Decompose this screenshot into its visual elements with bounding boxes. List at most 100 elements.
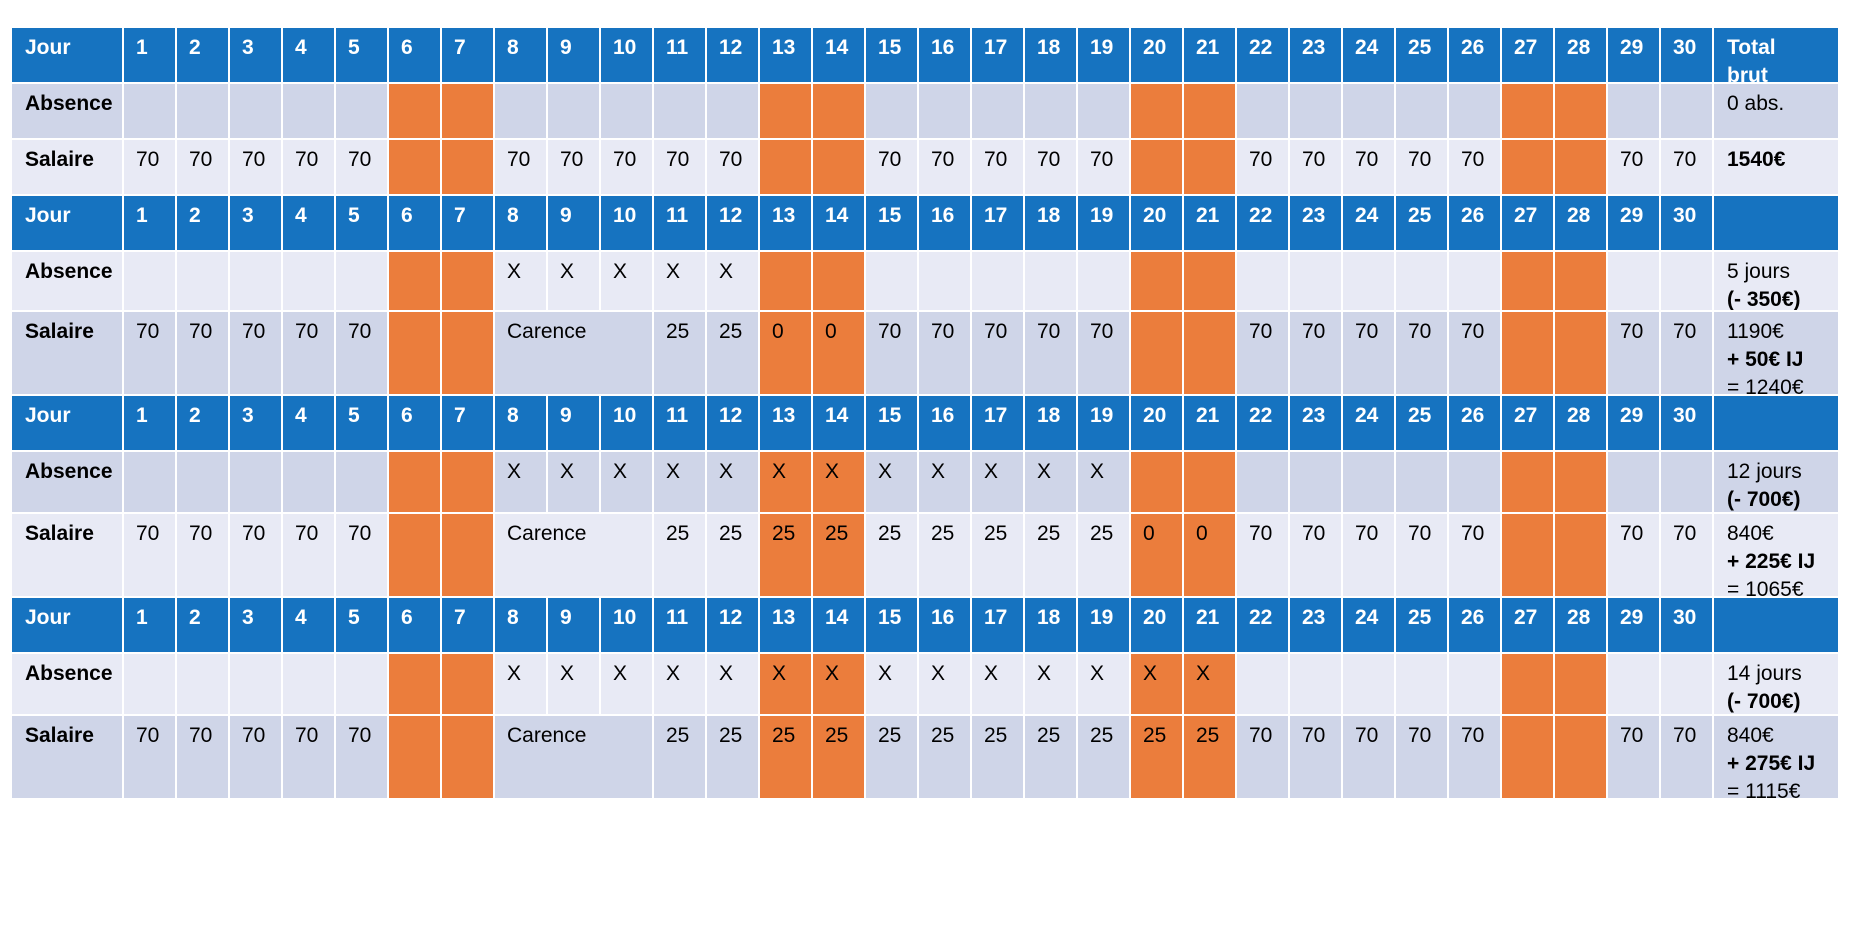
- day-header: 23: [1290, 28, 1343, 84]
- day-header: 25: [1396, 598, 1449, 654]
- salary-cell: 25: [1025, 514, 1078, 598]
- absence-total: 14 jours (- 700€): [1714, 654, 1838, 716]
- absence-total-amount: (- 350€): [1727, 288, 1801, 311]
- day-header: 10: [601, 598, 654, 654]
- absence-cell: [495, 84, 548, 140]
- day-header: 29: [1608, 598, 1661, 654]
- absence-cell: X: [1078, 452, 1131, 514]
- day-header: 4: [283, 598, 336, 654]
- day-header: 13: [760, 196, 813, 252]
- day-header: 7: [442, 396, 495, 452]
- absence-cell: [866, 252, 919, 312]
- day-header: 6: [389, 196, 442, 252]
- day-header: 15: [866, 598, 919, 654]
- day-header: 24: [1343, 196, 1396, 252]
- absence-cell: X: [495, 654, 548, 716]
- salary-cell: 70: [1661, 514, 1714, 598]
- day-header: 9: [548, 196, 601, 252]
- salary-cell: 25: [972, 716, 1025, 800]
- absence-cell: X: [654, 654, 707, 716]
- salary-cell: 70: [1290, 312, 1343, 396]
- salary-cell: [389, 312, 442, 396]
- absence-total: 12 jours (- 700€): [1714, 452, 1838, 514]
- header-row: Jour 1 2 3 4 5 6 7 8 9 10 11 12 13 14 15 16 17 18 19 20 21 22 2…: [12, 598, 1838, 654]
- salary-cell: 70: [1237, 140, 1290, 196]
- absence-cell: [283, 654, 336, 716]
- absence-total-line: 0 abs.: [1727, 92, 1785, 115]
- salary-cell: 25: [707, 312, 760, 396]
- salary-cell: 25: [866, 716, 919, 800]
- salary-cell: [1131, 312, 1184, 396]
- salary-cell: [442, 140, 495, 196]
- day-header: 30: [1661, 196, 1714, 252]
- salary-cell: [1131, 140, 1184, 196]
- day-header: 18: [1025, 196, 1078, 252]
- salary-cell: 25: [707, 716, 760, 800]
- absence-cell: [1237, 84, 1290, 140]
- absence-cell: [1290, 452, 1343, 514]
- salary-cell: [1555, 716, 1608, 800]
- absence-cell: X: [654, 252, 707, 312]
- day-header: 9: [548, 598, 601, 654]
- day-header: 23: [1290, 396, 1343, 452]
- salary-cell: [442, 514, 495, 598]
- total-header: [1714, 598, 1838, 654]
- absence-cell: [283, 84, 336, 140]
- salary-cell: [389, 140, 442, 196]
- day-header: 25: [1396, 196, 1449, 252]
- day-header: 21: [1184, 598, 1237, 654]
- day-header: 4: [283, 28, 336, 84]
- salary-cell: 70: [495, 140, 548, 196]
- total-header-line: Total: [1727, 36, 1776, 59]
- absence-total: 5 jours (- 350€): [1714, 252, 1838, 312]
- salary-cell: 70: [1237, 312, 1290, 396]
- day-header: 24: [1343, 396, 1396, 452]
- salary-cell: [389, 514, 442, 598]
- day-header: 11: [654, 196, 707, 252]
- salary-cell: 70: [1025, 140, 1078, 196]
- day-header: 30: [1661, 28, 1714, 84]
- absence-cell: [1608, 252, 1661, 312]
- absence-cell: [1449, 452, 1502, 514]
- total-header-line: brut: [1727, 64, 1768, 84]
- absence-cell: [336, 654, 389, 716]
- salary-cell: 70: [1025, 312, 1078, 396]
- salary-cell: 70: [1396, 312, 1449, 396]
- absence-cell: [1396, 654, 1449, 716]
- day-header: 2: [177, 396, 230, 452]
- salary-cell: 70: [283, 312, 336, 396]
- day-header: 3: [230, 598, 283, 654]
- salary-cell: 70: [124, 514, 177, 598]
- row-label-absence: Absence: [12, 252, 124, 312]
- absence-cell: [1661, 654, 1714, 716]
- absence-row: Absence X X X X X 5 jours (- 350€): [12, 252, 1838, 312]
- row-label-jour: Jour: [12, 196, 124, 252]
- day-header: 16: [919, 396, 972, 452]
- absence-cell: [1396, 252, 1449, 312]
- absence-cell: [1555, 452, 1608, 514]
- day-header: 18: [1025, 598, 1078, 654]
- absence-cell: X: [972, 654, 1025, 716]
- day-header: 7: [442, 598, 495, 654]
- absence-cell: [1025, 252, 1078, 312]
- salary-cell: 25: [919, 514, 972, 598]
- salary-cell: 70: [230, 312, 283, 396]
- day-header: 10: [601, 196, 654, 252]
- salary-cell: [1502, 140, 1555, 196]
- absence-cell: [1661, 252, 1714, 312]
- absence-cell: [1608, 452, 1661, 514]
- day-header: 11: [654, 598, 707, 654]
- salary-total: 840€ + 225€ IJ = 1065€: [1714, 514, 1838, 598]
- salary-cell: 25: [760, 514, 813, 598]
- absence-cell: [1661, 84, 1714, 140]
- absence-cell: [1555, 654, 1608, 716]
- absence-cell: [1131, 452, 1184, 514]
- salary-cell: 70: [972, 312, 1025, 396]
- day-header: 19: [1078, 396, 1131, 452]
- row-label-salaire: Salaire: [12, 716, 124, 800]
- absence-cell: [1449, 84, 1502, 140]
- salary-cell: [442, 716, 495, 800]
- absence-cell: [1343, 252, 1396, 312]
- absence-cell: [813, 84, 866, 140]
- day-header: 10: [601, 396, 654, 452]
